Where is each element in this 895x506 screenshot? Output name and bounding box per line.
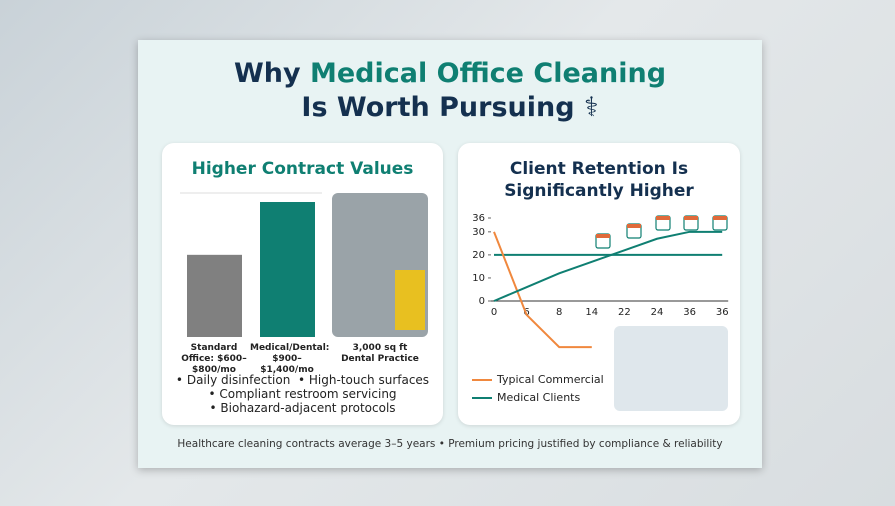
y-tick-label: 30	[472, 227, 485, 238]
x-tick-label: 36	[716, 307, 729, 318]
y-tick-label: 20	[472, 250, 485, 261]
title-part: Why	[233, 58, 301, 89]
x-tick-label: 8	[556, 307, 562, 318]
calendar-icon-top	[596, 234, 610, 238]
bullet: Compliant restroom servicing	[219, 387, 397, 401]
x-tick-label: 14	[585, 307, 598, 318]
x-tick-label: 0	[491, 307, 497, 318]
title-line: Significantly Higher	[504, 181, 694, 201]
x-tick-label: 24	[651, 307, 664, 318]
bar	[187, 254, 242, 337]
title-line-1: Why Medical Office Cleaning	[138, 58, 762, 89]
x-tick-label: Medical/Dental: $900–$1,400/mo	[250, 343, 330, 375]
caption-line: Dental Practice	[341, 354, 419, 364]
footer: Healthcare cleaning contracts average 3–…	[177, 438, 723, 450]
y-tick-label: 36	[472, 213, 485, 224]
x-tick-label: 36	[683, 307, 696, 318]
x-tick-label: 22	[618, 307, 631, 318]
bullet-row: • Biohazard-adjacent protocols	[209, 401, 396, 415]
photo-detail	[395, 270, 425, 330]
x-tick-label: Standard Office: $600–$800/mo	[181, 343, 247, 375]
photo-caption: 3,000 sq ft Dental Practice	[332, 343, 428, 365]
bullet: Biohazard-adjacent protocols	[220, 401, 396, 415]
legend-label: Typical Commercial	[497, 373, 604, 386]
calendar-icon-top	[627, 224, 641, 228]
bullet: High-touch surfaces	[308, 373, 430, 387]
title-highlight: Medical Office Cleaning	[309, 58, 667, 89]
y-tick-label: 0	[479, 296, 485, 307]
chart-title: Higher Contract Values	[191, 159, 414, 179]
legend-label: Medical Clients	[497, 391, 581, 404]
bar	[260, 202, 315, 337]
series-line	[493, 230, 723, 302]
calendar-icon-top	[713, 216, 727, 220]
series-line	[493, 231, 592, 349]
y-tick-label: 10	[472, 273, 485, 284]
photo	[614, 326, 728, 411]
bullet-row: • Daily disinfection • High-touch surfac…	[175, 373, 430, 387]
bullet-row: • Compliant restroom servicing	[208, 387, 397, 401]
title-part: Is Worth Pursuing	[301, 92, 575, 123]
calendar-icon-top	[656, 216, 670, 220]
bullet: Daily disinfection	[186, 373, 291, 387]
calendar-icon-top	[684, 216, 698, 220]
title-line: Client Retention Is	[509, 159, 689, 179]
caption-line: 3,000 sq ft	[352, 343, 408, 353]
chart-title: Client Retention Is Significantly Higher	[458, 158, 740, 202]
title-line-2: Is Worth Pursuing ⚕	[301, 92, 599, 123]
